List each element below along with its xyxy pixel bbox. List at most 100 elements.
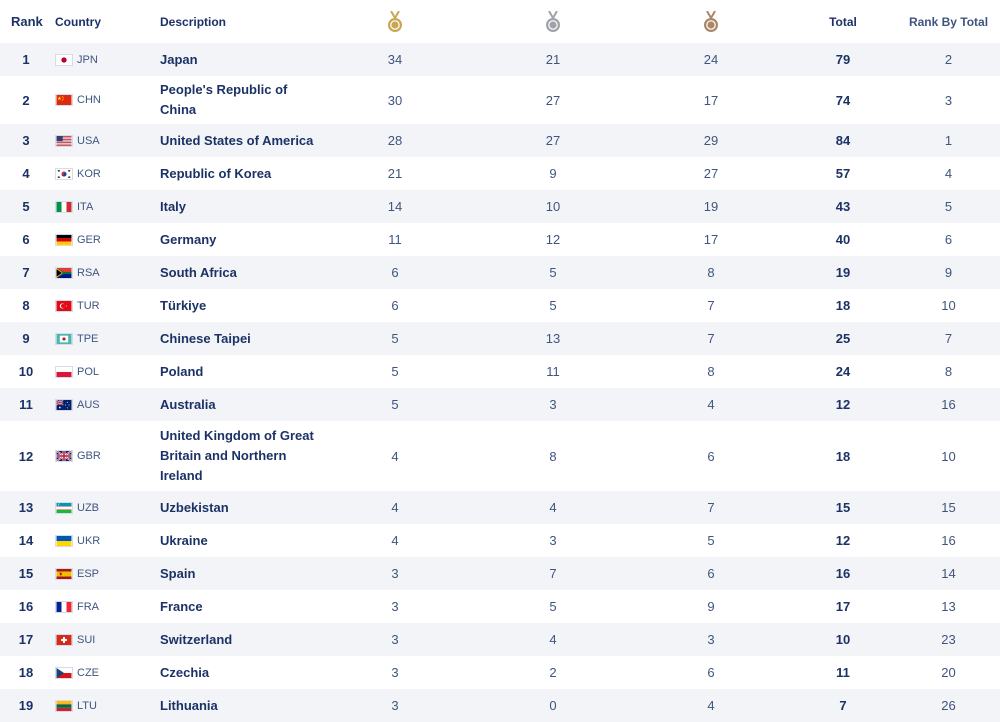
- country-cell: CHN: [55, 76, 155, 124]
- bronze-count: 17: [676, 76, 746, 124]
- country-name-link[interactable]: Uzbekistan: [160, 491, 320, 524]
- flag-usa-icon: [55, 135, 73, 147]
- country-name-link[interactable]: Germany: [160, 223, 320, 256]
- country-code: UZB: [77, 502, 99, 514]
- country-name-link[interactable]: United Kingdom of Great Britain and Nort…: [160, 421, 320, 491]
- rank-cell: 2: [0, 76, 52, 124]
- country-code: GER: [77, 234, 101, 246]
- total-count: 12: [808, 388, 878, 421]
- country-name-link[interactable]: Australia: [160, 388, 320, 421]
- rank-by-total: 14: [900, 557, 997, 590]
- rank-cell: 15: [0, 557, 52, 590]
- country-name-link[interactable]: Chinese Taipei: [160, 322, 320, 355]
- header-description[interactable]: Description: [160, 0, 320, 43]
- flag-tur-icon: [55, 300, 73, 312]
- gold-count: 3: [360, 656, 430, 689]
- country-name-link[interactable]: Ukraine: [160, 524, 320, 557]
- bronze-count: 7: [676, 289, 746, 322]
- flag-ita-icon: [55, 201, 73, 213]
- country-cell: USA: [55, 124, 155, 157]
- flag-aus-icon: [55, 399, 73, 411]
- silver-count: 27: [518, 76, 588, 124]
- country-code: JPN: [77, 54, 98, 66]
- country-cell: TUR: [55, 289, 155, 322]
- rank-by-total: 15: [900, 491, 997, 524]
- country-code: SUI: [77, 634, 95, 646]
- country-name-link[interactable]: Japan: [160, 43, 320, 76]
- flag-pol-icon: [55, 366, 73, 378]
- country-name-link[interactable]: Czechia: [160, 656, 320, 689]
- rank-by-total: 6: [900, 223, 997, 256]
- silver-count: 2: [518, 656, 588, 689]
- country-name-link[interactable]: United States of America: [160, 124, 320, 157]
- bronze-count: 8: [676, 355, 746, 388]
- gold-count: 3: [360, 557, 430, 590]
- country-code: FRA: [77, 601, 99, 613]
- country-name-link[interactable]: Lithuania: [160, 689, 320, 722]
- header-silver[interactable]: [518, 0, 588, 43]
- rank-cell: 19: [0, 689, 52, 722]
- rank-by-total: 10: [900, 289, 997, 322]
- country-name-link[interactable]: Türkiye: [160, 289, 320, 322]
- bronze-count: 24: [676, 43, 746, 76]
- flag-fra-icon: [55, 601, 73, 613]
- total-count: 7: [808, 689, 878, 722]
- total-count: 57: [808, 157, 878, 190]
- country-cell: RSA: [55, 256, 155, 289]
- header-gold[interactable]: [360, 0, 430, 43]
- country-name-link[interactable]: South Africa: [160, 256, 320, 289]
- gold-count: 5: [360, 388, 430, 421]
- gold-count: 4: [360, 524, 430, 557]
- rank-cell: 17: [0, 623, 52, 656]
- country-code: KOR: [77, 168, 101, 180]
- flag-ger-icon: [55, 234, 73, 246]
- country-name-link[interactable]: France: [160, 590, 320, 623]
- silver-count: 9: [518, 157, 588, 190]
- country-name-link[interactable]: Spain: [160, 557, 320, 590]
- flag-chn-icon: [55, 94, 73, 106]
- gold-count: 30: [360, 76, 430, 124]
- rank-by-total: 9: [900, 256, 997, 289]
- rank-cell: 16: [0, 590, 52, 623]
- total-count: 18: [808, 289, 878, 322]
- header-bronze[interactable]: [676, 0, 746, 43]
- country-name-link[interactable]: Poland: [160, 355, 320, 388]
- country-name-link[interactable]: Switzerland: [160, 623, 320, 656]
- silver-medal-icon: [544, 11, 562, 33]
- country-name-link[interactable]: Italy: [160, 190, 320, 223]
- flag-uzb-icon: [55, 502, 73, 514]
- country-name-link[interactable]: People's Republic of China: [160, 76, 320, 124]
- gold-count: 5: [360, 322, 430, 355]
- total-count: 15: [808, 491, 878, 524]
- header-rank-by-total[interactable]: Rank By Total: [900, 0, 997, 43]
- total-count: 79: [808, 43, 878, 76]
- country-name-link[interactable]: Republic of Korea: [160, 157, 320, 190]
- flag-tpe-icon: [55, 333, 73, 345]
- header-total[interactable]: Total: [808, 0, 878, 43]
- country-code: TUR: [77, 300, 100, 312]
- country-cell: FRA: [55, 590, 155, 623]
- country-cell: UKR: [55, 524, 155, 557]
- total-count: 40: [808, 223, 878, 256]
- header-rank[interactable]: Rank: [0, 0, 61, 43]
- header-country[interactable]: Country: [55, 0, 155, 43]
